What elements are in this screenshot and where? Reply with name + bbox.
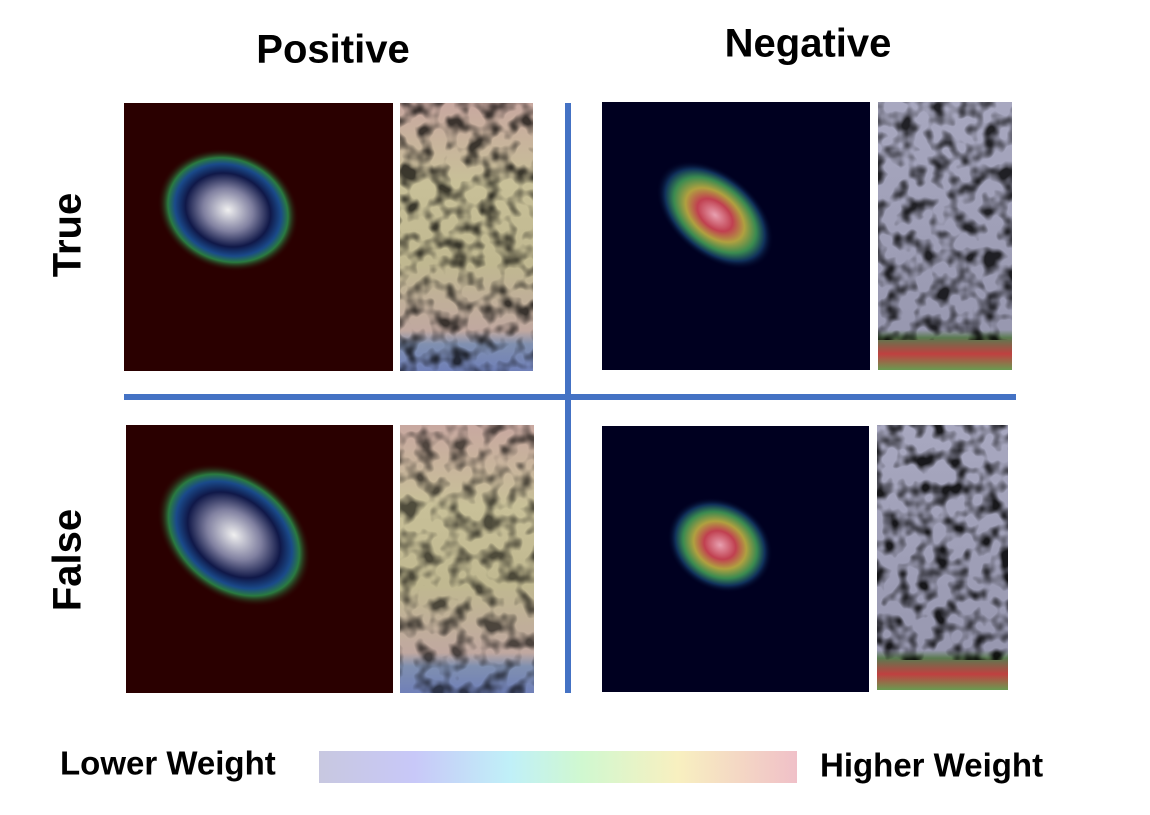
texture (400, 103, 533, 371)
heatmap-panel (126, 425, 393, 693)
heatmap-panel (124, 103, 393, 371)
texture-panel (400, 103, 533, 371)
heatmap-panel (602, 426, 869, 692)
attention-blob (157, 148, 299, 272)
column-header: Positive (256, 28, 409, 72)
texture (400, 425, 534, 693)
colorbar-label: Higher Weight (820, 747, 1043, 784)
texture-panel (400, 425, 534, 693)
colorbar-label: Lower Weight (60, 745, 276, 782)
colorbar (319, 751, 797, 783)
texture-panel (878, 102, 1012, 370)
attention-blob (156, 463, 312, 607)
attention-blob (656, 160, 774, 270)
texture (877, 425, 1008, 660)
texture-panel (877, 425, 1008, 690)
heatmap-panel (602, 102, 870, 370)
column-header: Negative (725, 22, 892, 66)
row-header: False (46, 509, 90, 611)
attention-blob (667, 497, 773, 593)
texture (878, 102, 1012, 340)
row-header: True (46, 193, 90, 277)
